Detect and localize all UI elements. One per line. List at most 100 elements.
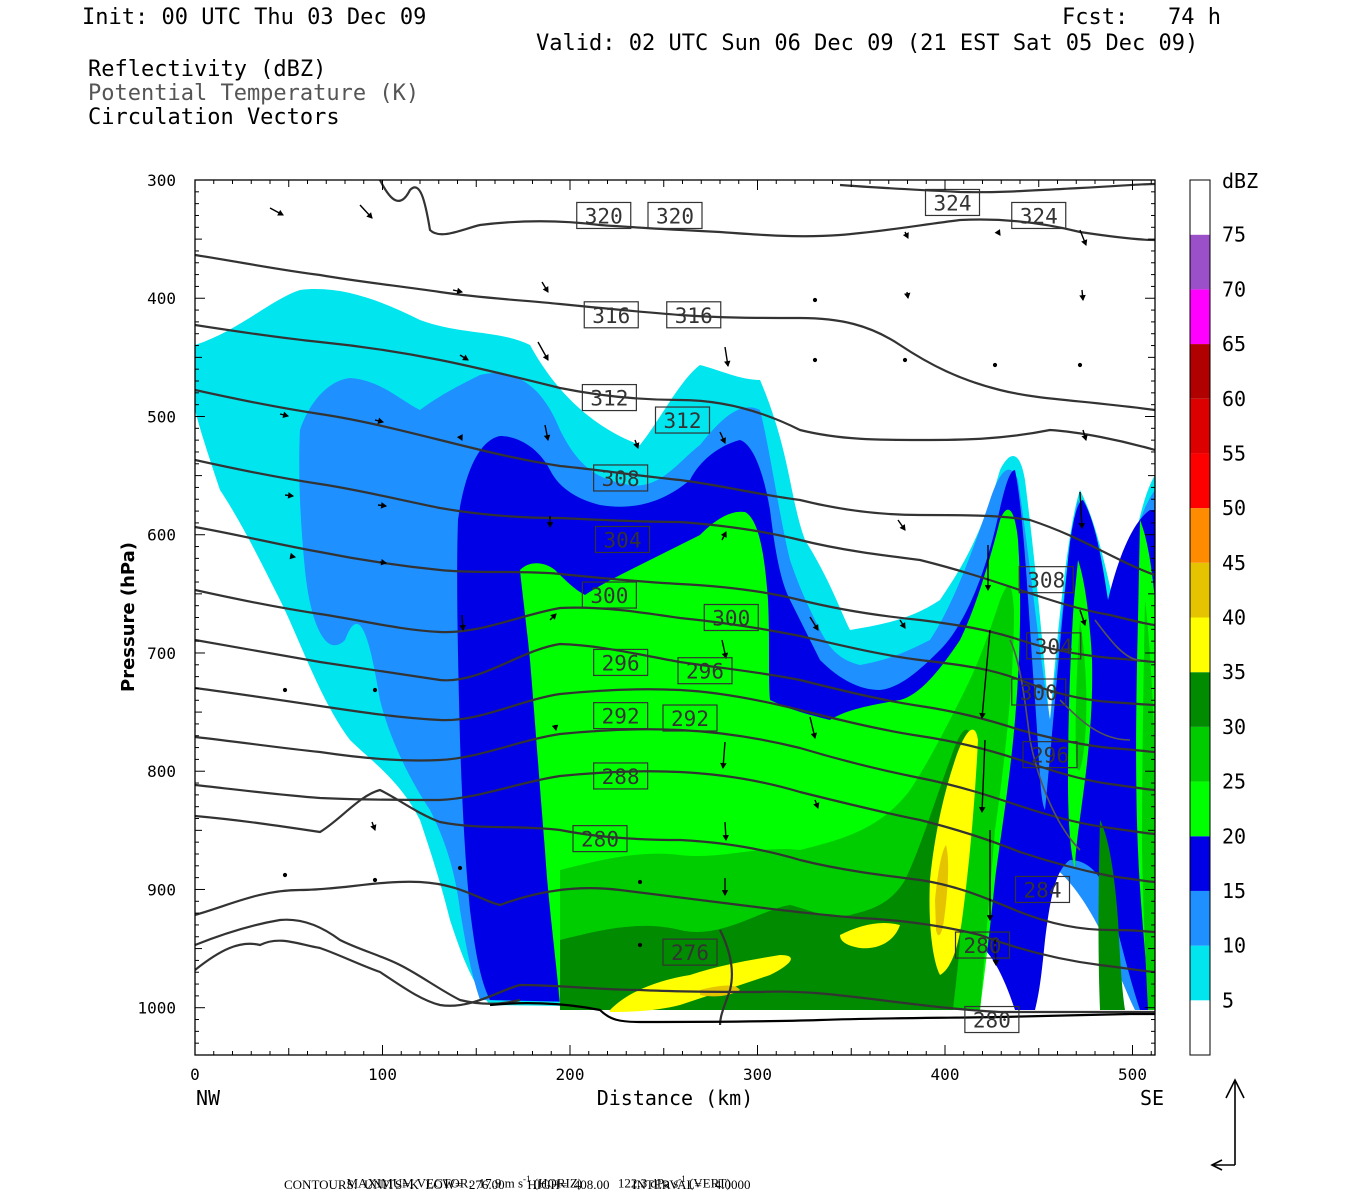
theta-label-text: 296 [686, 660, 724, 684]
theta-label-box [1022, 741, 1078, 769]
upper-theta-line [379, 180, 1155, 242]
vert-vector-value: 122.3 dPa s [617, 1175, 679, 1191]
theta-label: 308 [593, 464, 649, 492]
vector-arrow [370, 821, 377, 831]
horiz-vector-value: 17.9 m s [478, 1175, 523, 1191]
valid-time: Valid: 02 UTC Sun 06 Dec 09 (21 EST Sat … [536, 31, 1199, 56]
theta-label-text: 300 [712, 607, 750, 631]
vector-arrow [377, 502, 388, 509]
field-circulation-vectors: Circulation Vectors [88, 105, 340, 130]
vector-arrow [284, 492, 295, 499]
theta-label-box [581, 383, 637, 412]
theta-label-text: 324 [934, 191, 972, 215]
colorbar-level-label: 60 [1222, 387, 1246, 411]
theta-label-box [576, 201, 632, 230]
terrain-line [489, 1002, 1155, 1024]
vector-arrow [902, 231, 909, 239]
x-tick-label: 0 [190, 1065, 200, 1084]
theta-label: 312 [654, 406, 711, 434]
theta-contours [195, 253, 1155, 1026]
vector-arrow [359, 204, 373, 219]
vector-arrow [720, 531, 727, 541]
colorbar-swatch [1190, 781, 1210, 837]
theta-label-text: 288 [602, 765, 640, 789]
colorbar-level-label: 35 [1222, 660, 1246, 684]
colorbar-level-label: 70 [1222, 277, 1246, 301]
horiz-tail: (HORIZ) [533, 1175, 583, 1191]
field-potential-temperature: Potential Temperature (K) [88, 81, 420, 106]
vector-arrow [452, 287, 464, 295]
y-tick-label: 700 [147, 644, 176, 663]
x-axis: 0 100 200 300 400 500 [190, 180, 1152, 1084]
theta-label: 304 [1026, 632, 1082, 660]
y-tick-label: 300 [147, 171, 176, 190]
x-tick-label: 500 [1118, 1065, 1147, 1084]
theta-label: 296 [593, 648, 649, 677]
circulation-vectors [269, 204, 1088, 967]
vector-arrow [1079, 229, 1088, 246]
colorbar-level-label: 20 [1222, 824, 1246, 848]
y-axis: 300 400 500 600 700 800 900 1000 [137, 171, 1155, 1056]
theta-label-box [583, 301, 639, 329]
vector-arrow [904, 291, 911, 300]
vector-arrow [719, 431, 726, 444]
theta-label-box [677, 657, 733, 685]
colorbar-swatch [1190, 890, 1210, 946]
theta-label-text: 284 [1024, 878, 1062, 902]
theta-label-box [593, 648, 649, 677]
vector-arrow [269, 207, 284, 216]
vector-scale-icon [1210, 1078, 1245, 1171]
theta-label-text: 308 [1027, 569, 1065, 593]
theta-label: 280 [964, 1005, 1020, 1034]
theta-label: 300 [1011, 678, 1067, 706]
vector-dot [372, 877, 378, 883]
colorbar-level-label: 25 [1222, 770, 1246, 794]
theta-label-text: 304 [1035, 635, 1073, 659]
x-end-label-nw: NW [196, 1086, 221, 1110]
x-tick-label: 200 [556, 1065, 585, 1084]
vector-arrow [541, 281, 549, 293]
theta-label-text: 280 [964, 934, 1002, 958]
colorbar-level-label: 30 [1222, 715, 1246, 739]
theta-label: 316 [583, 301, 639, 329]
theta-label: 288 [593, 762, 649, 790]
theta-label-box [581, 581, 637, 609]
vector-dot [902, 357, 908, 363]
refl-35-dbz [610, 729, 978, 1012]
vector-arrow [456, 434, 463, 441]
theta-label-text: 312 [664, 409, 702, 433]
vector-arrow [978, 739, 986, 814]
theta-label-box [1014, 875, 1071, 904]
vector-arrow [289, 552, 297, 560]
vector-arrow [986, 830, 994, 922]
colorbar-level-label: 50 [1222, 496, 1246, 520]
theta-label-text: 296 [602, 651, 640, 675]
colorbar-level-label: 10 [1222, 934, 1246, 958]
colorbar-swatch [1190, 617, 1210, 673]
colorbar-level-label: 45 [1222, 551, 1246, 575]
theta-label: 324 [924, 188, 981, 217]
theta-label: 320 [647, 201, 703, 230]
theta-label-text: 280 [581, 828, 619, 852]
theta-label: 292 [662, 704, 718, 732]
colorbar-level-label: 15 [1222, 879, 1246, 903]
upper-theta-line-2 [839, 182, 1155, 194]
vector-dot [637, 942, 643, 948]
theta-label-box [662, 704, 718, 732]
vector-arrow [459, 614, 466, 632]
theta-label-text: 320 [656, 204, 694, 228]
theta-label-box [1011, 678, 1067, 706]
y-tick-label: 900 [147, 880, 176, 899]
vector-arrow [549, 613, 557, 621]
colorbar-swatch [1190, 945, 1210, 1001]
theta-label-text: 296 [1031, 744, 1069, 768]
colorbar-level-label: 55 [1222, 441, 1246, 465]
theta-label-box [954, 931, 1011, 959]
y-tick-label: 1000 [137, 999, 176, 1018]
colorbar-swatch [1190, 1000, 1210, 1055]
colorbar-level-label: 65 [1222, 332, 1246, 356]
vector-arrow [374, 417, 385, 424]
vector-arrow [984, 545, 992, 592]
refl-25-dbz [560, 586, 1155, 1010]
